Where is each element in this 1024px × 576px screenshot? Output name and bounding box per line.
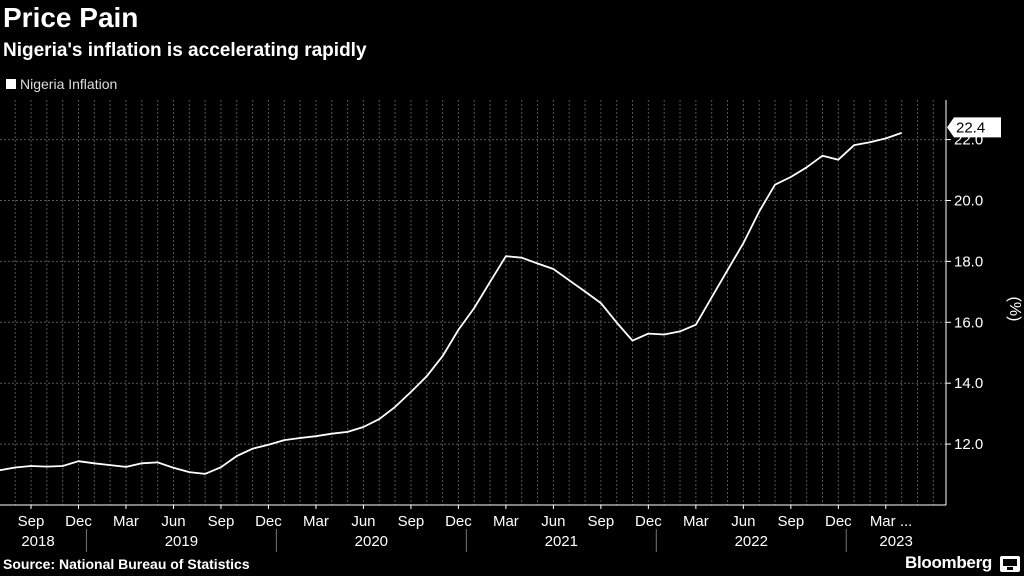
x-tick-label: Sep [777,513,804,530]
bloomberg-terminal-icon [1000,556,1020,572]
y-tick-label: 16.0 [954,314,983,331]
y-tick-label: 20.0 [954,192,983,209]
y-tick-label: 18.0 [954,253,983,270]
x-year-label: 2020 [355,533,388,550]
x-tick-label: Mar ... [870,513,913,530]
x-tick-label: Dec [825,513,852,530]
y-axis-label: (%) [1006,297,1023,322]
x-year-label: 2018 [21,533,54,550]
chart-subtitle: Nigeria's inflation is accelerating rapi… [3,40,367,61]
inflation-series-line [0,132,902,475]
x-year-label: 2022 [735,533,768,550]
axes [0,100,951,552]
x-tick-label: Jun [351,513,375,530]
x-tick-label: Dec [445,513,472,530]
grid [0,100,946,505]
x-tick-label: Mar [683,513,709,530]
x-tick-label: Dec [255,513,282,530]
legend-label: Nigeria Inflation [20,76,118,92]
legend-swatch [6,79,16,89]
last-value-badge [947,117,1001,138]
y-tick-label: 14.0 [954,375,983,392]
x-tick-label: Dec [635,513,662,530]
x-tick-label: Dec [65,513,92,530]
series-layer [0,132,902,475]
last-value-label: 22.4 [956,119,985,136]
x-tick-label: Mar [303,513,329,530]
x-tick-label: Sep [398,513,425,530]
x-year-label: 2021 [545,533,578,550]
x-tick-label: Sep [208,513,235,530]
x-tick-label: Sep [588,513,615,530]
x-tick-label: Mar [493,513,519,530]
chart-title: Price Pain [3,2,139,33]
labels: 12.014.016.018.020.022.0(%)Sep Dec Mar Jun S… [18,117,1023,550]
y-tick-label: 12.0 [954,436,983,453]
legend: Nigeria Inflation [6,76,117,92]
x-tick-label: Jun [541,513,565,530]
x-year-label: 2023 [879,533,912,550]
x-tick-label: Sep [18,513,45,530]
brand-logo-text: Bloomberg [904,553,992,572]
x-tick-label: Jun [161,513,185,530]
x-tick-label: Mar [113,513,139,530]
source-note: Source: National Bureau of Statistics [3,556,250,572]
x-year-label: 2019 [165,533,198,550]
x-tick-label: Jun [731,513,755,530]
